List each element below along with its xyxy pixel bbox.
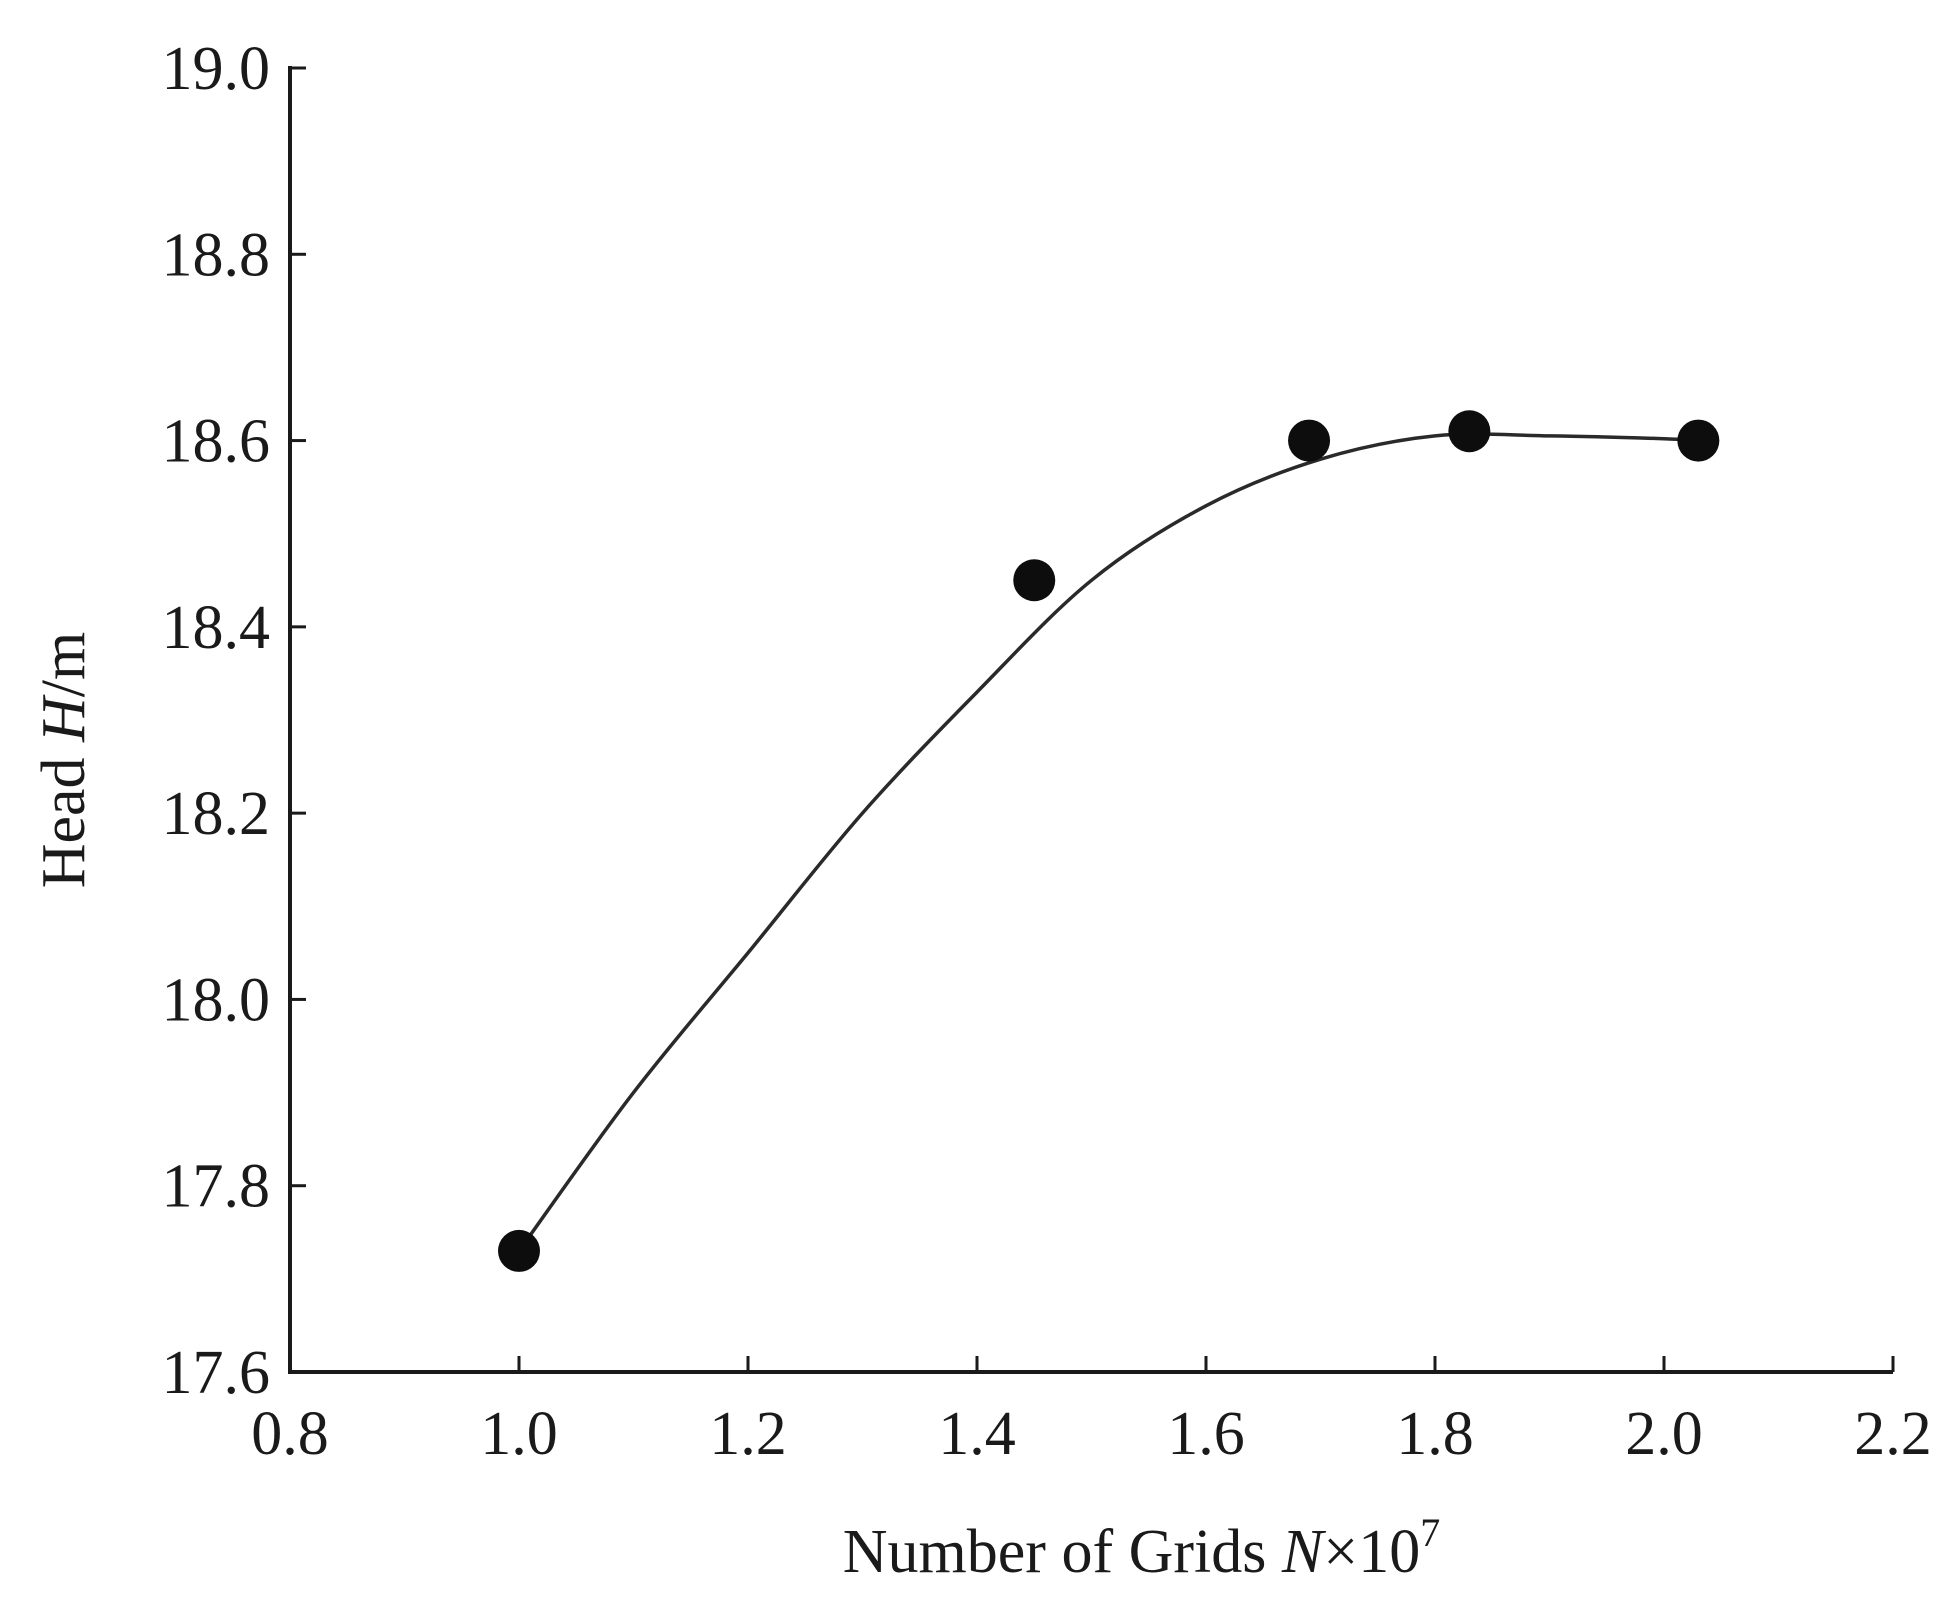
y-tick-label: 17.6 xyxy=(162,1339,271,1407)
fit-curve-line xyxy=(517,432,1699,1252)
x-tick-label: 1.4 xyxy=(938,1400,1016,1468)
x-axis-title-prefix: Number of Grids xyxy=(843,1518,1282,1586)
x-tick-label: 0.8 xyxy=(251,1400,329,1468)
y-axis-title-prefix: Head xyxy=(30,742,98,888)
y-tick-label: 18.8 xyxy=(162,221,271,289)
x-axis-title-multiplier: ×10 xyxy=(1323,1518,1420,1586)
x-tick-label: 1.0 xyxy=(480,1400,558,1468)
y-tick-label: 18.0 xyxy=(162,966,271,1034)
y-tick-label: 18.6 xyxy=(162,408,271,476)
x-axis-title-variable: N xyxy=(1281,1518,1327,1586)
y-tick-label: 19.0 xyxy=(162,35,271,103)
y-axis-title-suffix: /m xyxy=(30,632,98,697)
y-axis-title: Head H/m xyxy=(30,632,98,889)
y-axis-title-variable: H xyxy=(30,694,98,743)
data-point xyxy=(1677,419,1720,462)
y-tick-label: 18.2 xyxy=(162,780,271,848)
y-tick-label: 17.8 xyxy=(162,1153,271,1221)
x-axis-title: Number of Grids N×107 xyxy=(843,1510,1440,1586)
x-tick-label: 2.2 xyxy=(1854,1400,1932,1468)
data-point xyxy=(1288,419,1331,462)
x-tick-label: 1.8 xyxy=(1396,1400,1474,1468)
y-tick-label: 18.4 xyxy=(162,594,271,662)
data-point xyxy=(498,1229,540,1272)
data-point xyxy=(1448,410,1491,453)
fit-curve-layer xyxy=(517,432,1699,1252)
data-point xyxy=(1013,559,1056,602)
x-tick-label: 1.2 xyxy=(709,1400,787,1468)
axes xyxy=(288,66,1893,1374)
x-axis-ticks: 0.8 1.0 1.2 1.4 1.6 1.8 2.0 2.2 xyxy=(251,1356,1932,1468)
x-axis-title-exponent: 7 xyxy=(1420,1510,1440,1555)
y-axis-ticks: 17.6 17.8 18.0 18.2 18.4 18.6 18.8 19.0 xyxy=(162,35,306,1407)
x-tick-label: 1.6 xyxy=(1167,1400,1245,1468)
x-tick-label: 2.0 xyxy=(1625,1400,1703,1468)
data-points-layer xyxy=(498,410,1720,1272)
